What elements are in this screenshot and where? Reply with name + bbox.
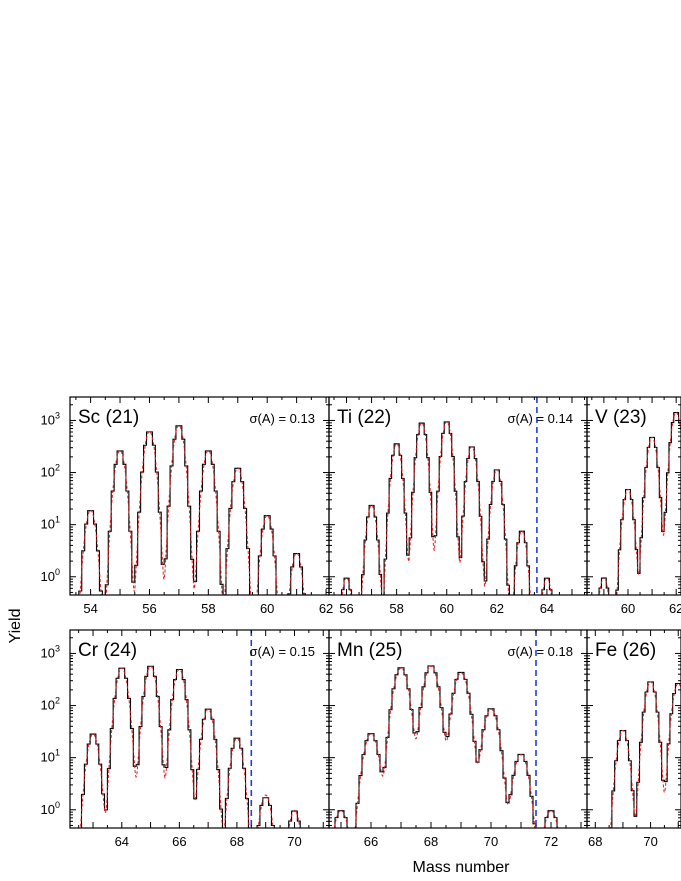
histogram-line (598, 411, 681, 595)
panel-4: 66 68 70 72 Mn (25) σ(A) = 0.18 (328, 629, 588, 849)
x-tick-label: 56 (142, 601, 156, 616)
sigma-label: σ(A) = 0.14 (508, 411, 573, 426)
x-axis-title: Mass number (413, 859, 511, 876)
sigma-label: σ(A) = 0.13 (250, 411, 315, 426)
sigma-label: σ(A) = 0.15 (250, 644, 315, 659)
x-tick-label: 60 (621, 601, 635, 616)
y-tick-label: 101 (41, 748, 60, 765)
fit-curve (341, 421, 552, 595)
panel-5: 68 70 Fe (26) (586, 629, 681, 849)
y-tick-label: 101 (41, 515, 60, 532)
panel-title: Ti (22) (337, 407, 391, 428)
x-tick-label: 70 (287, 834, 301, 849)
x-tick-label: 68 (230, 834, 244, 849)
x-tick-label: 64 (115, 834, 129, 849)
x-tick-label: 54 (83, 601, 97, 616)
fit-curve (79, 424, 305, 595)
histogram-line (340, 421, 553, 595)
panel-2: 60 62 V (23) (586, 396, 681, 616)
panel-title: V (23) (595, 407, 647, 428)
x-tick-label: 60 (439, 601, 453, 616)
fit-curve (80, 665, 301, 828)
fit-curve (610, 681, 681, 828)
y-axis-title: Yield (7, 609, 24, 644)
y-tick-label: 100 (41, 800, 60, 817)
x-tick-label: 72 (544, 834, 558, 849)
panels-group: 54 56 58 60 62 100 101 102 103 Sc (21) σ(A) = 0.13… (41, 396, 681, 849)
x-tick-label: 60 (260, 601, 274, 616)
panel-3: 64 66 68 70 100 101 102 103 Cr (24) σ(A) = 0.15 (41, 629, 330, 849)
panel-title: Sc (21) (78, 407, 139, 428)
x-tick-label: 66 (172, 834, 186, 849)
x-tick-label: 58 (201, 601, 215, 616)
x-tick-label: 58 (389, 601, 403, 616)
fit-curve (598, 411, 681, 595)
x-tick-label: 62 (319, 601, 333, 616)
panel-title: Cr (24) (78, 640, 137, 661)
sigma-label: σ(A) = 0.18 (508, 644, 573, 659)
panel-frame (586, 629, 681, 829)
y-tick-label: 100 (41, 567, 60, 584)
histogram-line (334, 665, 558, 828)
y-tick-label: 103 (41, 643, 60, 660)
x-tick-label: 56 (339, 601, 353, 616)
x-tick-label: 70 (484, 834, 498, 849)
y-tick-label: 103 (41, 410, 60, 427)
x-tick-label: 62 (490, 601, 504, 616)
x-tick-label: 70 (643, 834, 657, 849)
x-tick-label: 64 (540, 601, 554, 616)
x-tick-label: 66 (364, 834, 378, 849)
y-tick-label: 102 (41, 463, 60, 480)
y-tick-label: 102 (41, 696, 60, 713)
panel-title: Fe (26) (595, 640, 656, 661)
histogram-line (611, 681, 681, 828)
panel-title: Mn (25) (337, 640, 402, 661)
x-tick-label: 68 (424, 834, 438, 849)
panel-frame (586, 396, 681, 596)
x-tick-label: 62 (669, 601, 681, 616)
panel-0: 54 56 58 60 62 100 101 102 103 Sc (21) σ(A) = 0.13 (41, 396, 333, 616)
panel-1: 56 58 60 62 64 Ti (22) σ(A) = 0.14 (328, 396, 588, 616)
x-tick-label: 68 (588, 834, 602, 849)
